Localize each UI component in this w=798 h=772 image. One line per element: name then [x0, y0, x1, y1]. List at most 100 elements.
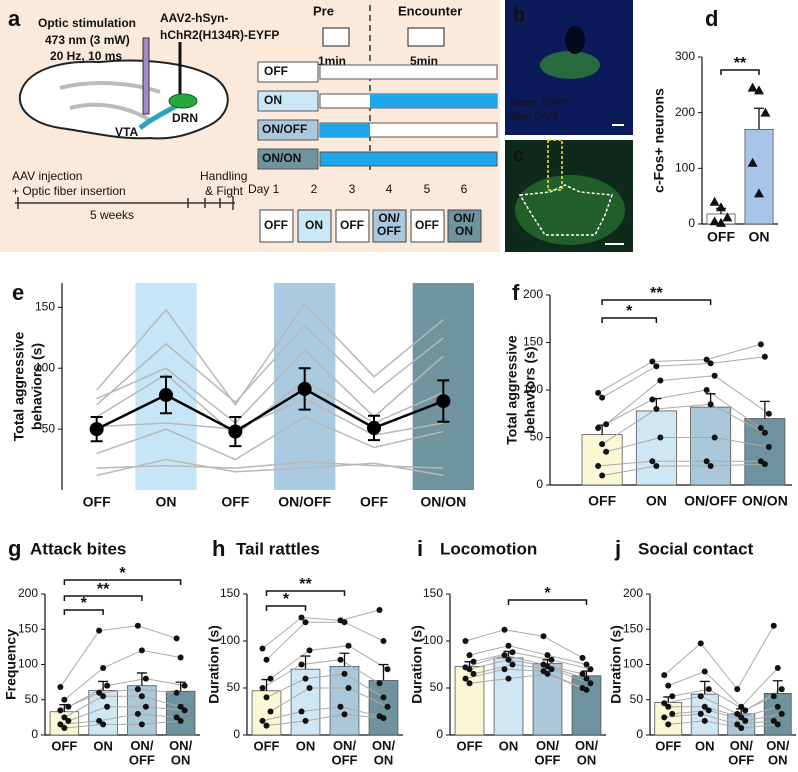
y-tick-label: 150 [523, 335, 543, 349]
drn-outline [518, 184, 614, 236]
day-box [335, 209, 370, 243]
data-point [703, 356, 710, 363]
brain-tracts [59, 81, 161, 122]
data-point [177, 703, 184, 710]
brain-outline [18, 59, 229, 140]
subject-line [64, 695, 181, 718]
error-bar [300, 655, 311, 670]
data-point [716, 217, 726, 227]
data-point [341, 711, 348, 718]
condition-label: ON [264, 93, 282, 107]
y-tick-label: 0 [436, 727, 443, 741]
data-point [649, 458, 656, 465]
drn-region [168, 93, 198, 109]
data-point [134, 710, 141, 717]
condition-label: OFF [264, 64, 288, 78]
sig-bracket [265, 605, 307, 611]
data-point [754, 85, 764, 95]
day-condition: OFF [264, 218, 288, 232]
data-point [747, 82, 758, 92]
x-tick-label: OFF [254, 738, 280, 753]
data-point [505, 675, 512, 682]
mean-point [159, 388, 173, 403]
x-tick-label: OFF [707, 229, 735, 245]
error-bar [503, 650, 514, 658]
error-bar [705, 393, 716, 408]
data-point [665, 682, 672, 689]
sig-bracket [601, 317, 658, 323]
y-tick-label: 50 [227, 680, 241, 694]
x-tick-label: ON/ON [372, 738, 396, 767]
data-point [306, 685, 313, 691]
x-tick-label: ON [646, 493, 667, 509]
data-point [466, 652, 473, 659]
y-tick-label: 150 [220, 586, 240, 600]
day-condition: OFF [415, 218, 439, 232]
panel-label: h [212, 536, 225, 561]
subject-line [262, 609, 380, 649]
data-point [669, 693, 676, 700]
panel-label: d [705, 6, 718, 31]
data-point [770, 622, 777, 629]
data-point [657, 377, 664, 384]
subject-line [266, 713, 384, 727]
data-point [707, 360, 714, 367]
y-tick-label: 150 [18, 621, 38, 635]
condition-box [257, 119, 319, 141]
subject-line [601, 356, 765, 399]
individual-line [96, 458, 444, 477]
protocol-rows [257, 61, 498, 170]
sig-label: * [283, 591, 290, 608]
condition-box [257, 61, 319, 83]
y-axis-label: Total aggressive [504, 335, 520, 445]
error-bar [98, 680, 109, 691]
y-tick-label: 50 [42, 421, 56, 435]
data-point [380, 638, 387, 644]
subject-line [668, 706, 778, 718]
data-point [501, 652, 508, 659]
data-point [599, 394, 606, 401]
data-point [742, 707, 749, 714]
subject-line [668, 720, 778, 729]
data-point [57, 684, 64, 691]
data-point [181, 682, 188, 689]
data-point [583, 661, 590, 668]
stim-text: 20 Hz, 10 ms [50, 49, 122, 63]
mean-point [436, 394, 451, 409]
y-tick-label: 200 [523, 287, 543, 301]
eyfp-signal [515, 175, 625, 245]
day-label: Day [248, 182, 269, 196]
data-point [665, 721, 672, 728]
data-point [603, 448, 610, 455]
panel-label: e [12, 280, 24, 305]
data-point [770, 693, 777, 700]
panel-label: a [8, 6, 21, 31]
data-point [302, 619, 309, 626]
data-point [298, 708, 305, 715]
cage-icon [322, 27, 350, 47]
x-tick-label: OFF [221, 494, 249, 510]
x-tick-label: OFF [655, 738, 681, 753]
data-point [657, 434, 664, 441]
day-box [447, 209, 482, 243]
data-point [669, 710, 676, 717]
data-point [376, 680, 383, 687]
data-point [778, 710, 785, 717]
subject-line [605, 375, 770, 425]
panel-label: f [512, 280, 520, 305]
bar [635, 410, 677, 486]
data-point [599, 472, 606, 479]
x-tick-label: ON/OFF [129, 738, 155, 767]
condition-box [257, 148, 319, 170]
data-point [57, 707, 64, 714]
stim-text: 473 nm (3 mW) [45, 33, 130, 47]
x-tick-label: ON/OFF [728, 738, 754, 767]
subject-line [59, 625, 177, 688]
data-point [259, 645, 266, 652]
x-tick-label: ON/ON [742, 493, 788, 509]
data-point [653, 463, 660, 469]
subject-line [270, 687, 388, 712]
data-point [770, 717, 777, 724]
data-point [509, 661, 516, 668]
y-tick-label: 200 [675, 105, 695, 119]
